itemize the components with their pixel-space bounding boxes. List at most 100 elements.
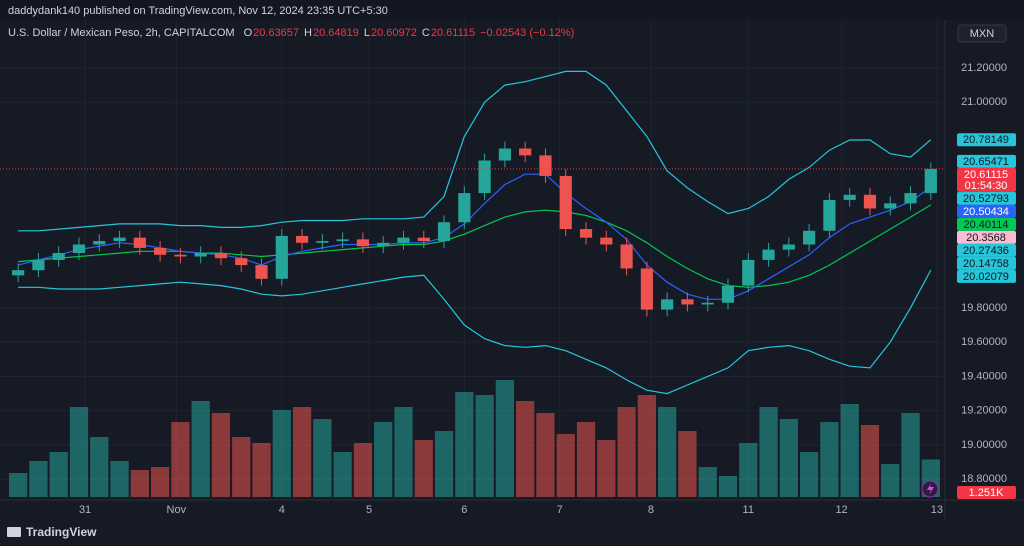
price-label-box xyxy=(957,217,1016,231)
candle-body xyxy=(762,249,775,260)
candle-body xyxy=(255,265,268,279)
x-tick-label: 5 xyxy=(366,504,372,516)
x-tick-label: 7 xyxy=(557,504,563,516)
volume-bar xyxy=(333,452,352,497)
ohlc-key: C xyxy=(422,27,430,39)
y-tick-label: 21.20000 xyxy=(961,62,1007,74)
brand-logo xyxy=(7,527,21,537)
volume-bar xyxy=(840,404,859,497)
currency-box xyxy=(957,24,1007,43)
ohlc-key: O xyxy=(244,27,253,39)
candle-body xyxy=(863,194,877,209)
brand: TradingView xyxy=(26,525,97,539)
indicator-line xyxy=(18,269,932,395)
price-label: 20.52793 xyxy=(963,193,1009,205)
candle-body xyxy=(154,247,167,255)
volume-bar xyxy=(90,437,109,497)
indicator-line xyxy=(18,70,932,232)
volume-bar xyxy=(171,422,190,497)
legend: U.S. Dollar / Mexican Peso, 2h, CAPITALC… xyxy=(8,27,574,39)
candle-body xyxy=(640,268,653,310)
candle-body xyxy=(458,193,471,223)
volume-bar xyxy=(820,422,839,497)
ohlc-key: L xyxy=(364,27,370,39)
candle-body xyxy=(397,237,410,243)
volume-bar xyxy=(658,407,677,497)
candle-body xyxy=(174,254,187,257)
price-label-box xyxy=(957,204,1016,218)
price-label-box xyxy=(957,191,1016,205)
candle-body xyxy=(701,302,714,305)
price-label-box xyxy=(957,243,1016,257)
price-label: 20.14758 xyxy=(963,258,1009,270)
volume-label-box xyxy=(957,486,1016,499)
candle-body xyxy=(519,148,532,156)
candle-body xyxy=(600,237,613,245)
volume-pane xyxy=(9,380,940,497)
currency: MXN xyxy=(970,28,995,40)
volume-bar xyxy=(576,422,596,497)
indicator-line xyxy=(18,204,932,288)
volume-bar xyxy=(860,425,880,497)
candle-body xyxy=(904,193,917,204)
price-label: 20.61115 xyxy=(964,169,1008,181)
indicator-line xyxy=(17,173,932,300)
volume-bar xyxy=(536,413,555,497)
volume-bar xyxy=(394,407,413,497)
price-label: 20.02079 xyxy=(963,271,1009,283)
x-tick-label: 6 xyxy=(461,504,467,516)
y-tick-label: 21.00000 xyxy=(961,96,1007,108)
ohlc-value: 20.61115 xyxy=(431,27,475,39)
volume-bar xyxy=(313,419,332,497)
volume-bar xyxy=(191,401,210,497)
volume-bar xyxy=(110,461,129,497)
candle-body xyxy=(235,258,248,266)
volume-bar xyxy=(434,431,454,497)
candle-body xyxy=(12,270,25,276)
volume-bar xyxy=(759,407,778,497)
volume-bar xyxy=(9,473,28,497)
candle-body xyxy=(681,299,694,305)
candle-body xyxy=(924,168,937,194)
x-tick-label: 8 xyxy=(648,504,654,516)
candle-body xyxy=(377,242,390,247)
price-label: 20.3568 xyxy=(966,232,1006,244)
volume-bar xyxy=(130,470,149,497)
x-tick-label: 11 xyxy=(743,504,754,516)
candle-body xyxy=(539,155,552,176)
volume-bar xyxy=(29,461,48,497)
volume-bar xyxy=(374,422,393,497)
candle-body xyxy=(620,244,633,269)
candle-body xyxy=(782,244,795,250)
candle-body xyxy=(803,230,816,245)
price-label-box xyxy=(957,167,1016,192)
y-tick-label: 19.20000 xyxy=(961,405,1007,417)
volume-bar xyxy=(556,434,575,497)
candle-body xyxy=(133,237,146,248)
volume-bar xyxy=(495,380,515,497)
ohlc-value: 20.64819 xyxy=(313,27,359,39)
candle-body xyxy=(742,259,755,286)
countdown: 01:54:30 xyxy=(965,180,1008,192)
candle-body xyxy=(194,253,207,257)
x-tick-label: Nov xyxy=(167,504,187,516)
y-tick-label: 19.80000 xyxy=(961,302,1007,314)
volume-bar xyxy=(901,413,920,497)
price-label: 20.40114 xyxy=(963,219,1008,231)
change: −0.02543 (−0.12%) xyxy=(480,27,574,39)
candle-body xyxy=(823,199,836,231)
y-tick-label: 19.40000 xyxy=(961,370,1007,382)
candle-body xyxy=(275,235,288,279)
volume-bar xyxy=(779,419,798,497)
candle-body xyxy=(843,194,856,200)
volume-bar xyxy=(698,467,717,497)
price-label: 20.65471 xyxy=(963,156,1009,168)
volume-bar xyxy=(739,443,758,497)
x-tick-label: 12 xyxy=(835,504,847,516)
volume-bar xyxy=(69,407,89,497)
candle-body xyxy=(356,239,370,247)
volume-bar xyxy=(881,464,900,497)
volume-bar xyxy=(516,401,535,497)
